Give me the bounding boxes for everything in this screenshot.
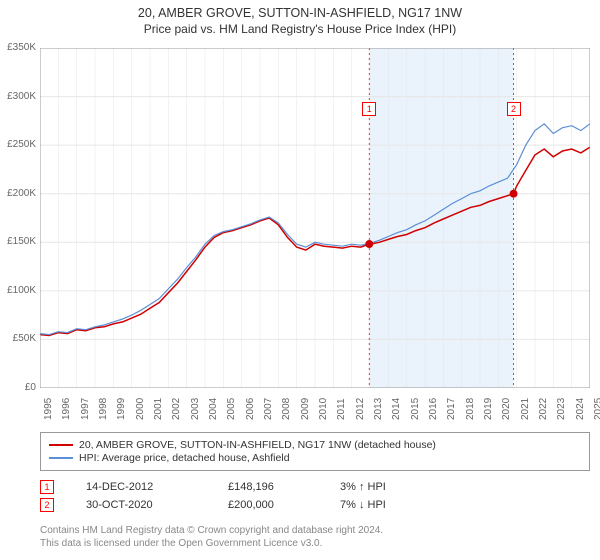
x-tick-label: 2006 [245, 398, 256, 420]
x-tick-label: 2015 [410, 398, 421, 420]
x-tick-label: 2004 [208, 398, 219, 420]
sale-delta: 7% ↓ HPI [340, 499, 440, 511]
legend-entry: HPI: Average price, detached house, Ashf… [49, 452, 581, 464]
x-tick-label: 1996 [61, 398, 72, 420]
legend-entry: 20, AMBER GROVE, SUTTON-IN-ASHFIELD, NG1… [49, 439, 581, 451]
x-tick-label: 2017 [446, 398, 457, 420]
x-tick-label: 2008 [281, 398, 292, 420]
y-tick-label: £250K [0, 139, 36, 150]
legend-label: HPI: Average price, detached house, Ashf… [79, 452, 290, 464]
sale-price: £200,000 [228, 499, 308, 511]
sale-marker-table: 1 14-DEC-2012 £148,196 3% ↑ HPI 2 30-OCT-2020… [40, 476, 590, 516]
x-tick-label: 2012 [355, 398, 366, 420]
chart-svg [40, 48, 590, 388]
chart-title: 20, AMBER GROVE, SUTTON-IN-ASHFIELD, NG1… [0, 6, 600, 20]
y-tick-label: £100K [0, 285, 36, 296]
chart-subtitle: Price paid vs. HM Land Registry's House … [0, 22, 600, 36]
sale-marker-badge: 1 [40, 480, 54, 494]
x-tick-label: 1999 [116, 398, 127, 420]
x-tick-label: 1997 [80, 398, 91, 420]
legend-label: 20, AMBER GROVE, SUTTON-IN-ASHFIELD, NG1… [79, 439, 436, 451]
sale-marker-row: 2 30-OCT-2020 £200,000 7% ↓ HPI [40, 498, 590, 512]
footer-line2: This data is licensed under the Open Gov… [40, 538, 322, 549]
legend-box: 20, AMBER GROVE, SUTTON-IN-ASHFIELD, NG1… [40, 432, 590, 471]
y-tick-label: £300K [0, 91, 36, 102]
sale-marker-badge: 2 [40, 498, 54, 512]
y-tick-label: £50K [0, 333, 36, 344]
y-tick-label: £350K [0, 42, 36, 53]
sale-date: 14-DEC-2012 [86, 481, 196, 493]
y-tick-label: £150K [0, 236, 36, 247]
chart-marker-box-1: 1 [362, 102, 376, 116]
x-tick-label: 2021 [520, 398, 531, 420]
x-tick-label: 2024 [575, 398, 586, 420]
x-tick-label: 2018 [465, 398, 476, 420]
legend-swatch [49, 444, 73, 446]
x-tick-label: 2003 [190, 398, 201, 420]
legend-swatch [49, 457, 73, 458]
x-tick-label: 2011 [336, 398, 347, 420]
x-tick-label: 2025 [593, 398, 600, 420]
x-tick-label: 2022 [538, 398, 549, 420]
sale-marker-row: 1 14-DEC-2012 £148,196 3% ↑ HPI [40, 480, 590, 494]
x-tick-label: 2013 [373, 398, 384, 420]
chart-plot-area: 12 [40, 48, 590, 388]
sale-date: 30-OCT-2020 [86, 499, 196, 511]
sale-delta: 3% ↑ HPI [340, 481, 440, 493]
x-tick-label: 2009 [300, 398, 311, 420]
title-block: 20, AMBER GROVE, SUTTON-IN-ASHFIELD, NG1… [0, 0, 600, 38]
x-tick-label: 2023 [556, 398, 567, 420]
x-tick-label: 2014 [391, 398, 402, 420]
chart-marker-box-2: 2 [507, 102, 521, 116]
footer-line1: Contains HM Land Registry data © Crown c… [40, 525, 383, 536]
x-tick-label: 2019 [483, 398, 494, 420]
y-tick-label: £200K [0, 188, 36, 199]
x-tick-label: 2010 [318, 398, 329, 420]
x-tick-label: 2005 [226, 398, 237, 420]
footer-note: Contains HM Land Registry data © Crown c… [40, 524, 590, 550]
x-tick-label: 2002 [171, 398, 182, 420]
x-tick-label: 2007 [263, 398, 274, 420]
x-tick-label: 2016 [428, 398, 439, 420]
x-tick-label: 1995 [43, 398, 54, 420]
y-tick-label: £0 [0, 382, 36, 393]
x-tick-label: 2001 [153, 398, 164, 420]
sale-price: £148,196 [228, 481, 308, 493]
x-tick-label: 2000 [135, 398, 146, 420]
x-axis-labels: 1995 1996 1997 1998 1999 2000 2001 2002 2003 2004… [40, 390, 590, 430]
x-tick-label: 2020 [501, 398, 512, 420]
chart-container: 20, AMBER GROVE, SUTTON-IN-ASHFIELD, NG1… [0, 0, 600, 560]
x-tick-label: 1998 [98, 398, 109, 420]
